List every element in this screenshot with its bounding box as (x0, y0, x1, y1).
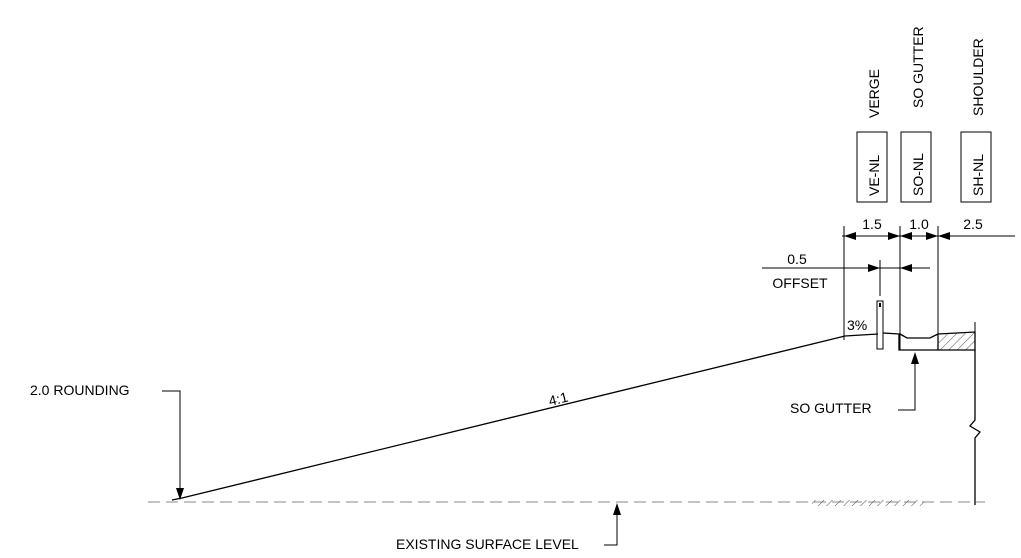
slope-ratio-label: 4:1 (547, 389, 570, 409)
shoulder-width: 2.5 (963, 216, 983, 232)
existing-surface-label: EXISTING SURFACE LEVEL (396, 536, 579, 552)
so-gutter-code: SO-NL (910, 153, 926, 196)
shoulder-title: SHOULDER (970, 38, 986, 116)
verge-code: VE-NL (866, 155, 882, 196)
so-gutter-section (898, 333, 939, 351)
shoulder-pavement (937, 322, 981, 505)
cross-fall-label: 3% (847, 317, 867, 333)
verge-width: 1.5 (862, 216, 882, 232)
rounding-leader (162, 390, 184, 500)
verge-surface (882, 332, 901, 335)
so-gutter-leader (898, 352, 919, 411)
verge-code-box: VE-NL (856, 131, 888, 203)
width-dimension-line (842, 226, 1015, 350)
offset-value: 0.5 (787, 251, 807, 267)
so-gutter-code-box: SO-NL (900, 131, 932, 203)
verge-title: VERGE (866, 69, 882, 118)
verge-post (876, 300, 884, 350)
batter-slope (171, 333, 879, 501)
existing-ground-hatch (812, 500, 924, 506)
so-gutter-callout-label: SO GUTTER (790, 400, 872, 416)
so-gutter-width: 1.0 (909, 216, 929, 232)
rounding-label: 2.0 ROUNDING (30, 382, 130, 398)
so-gutter-title: SO GUTTER (910, 26, 926, 108)
offset-dimension (762, 260, 930, 296)
existing-surface-leader (604, 503, 621, 546)
shoulder-code: SH-NL (970, 154, 986, 196)
offset-label: OFFSET (772, 275, 828, 291)
shoulder-code-box: SH-NL (960, 131, 992, 203)
